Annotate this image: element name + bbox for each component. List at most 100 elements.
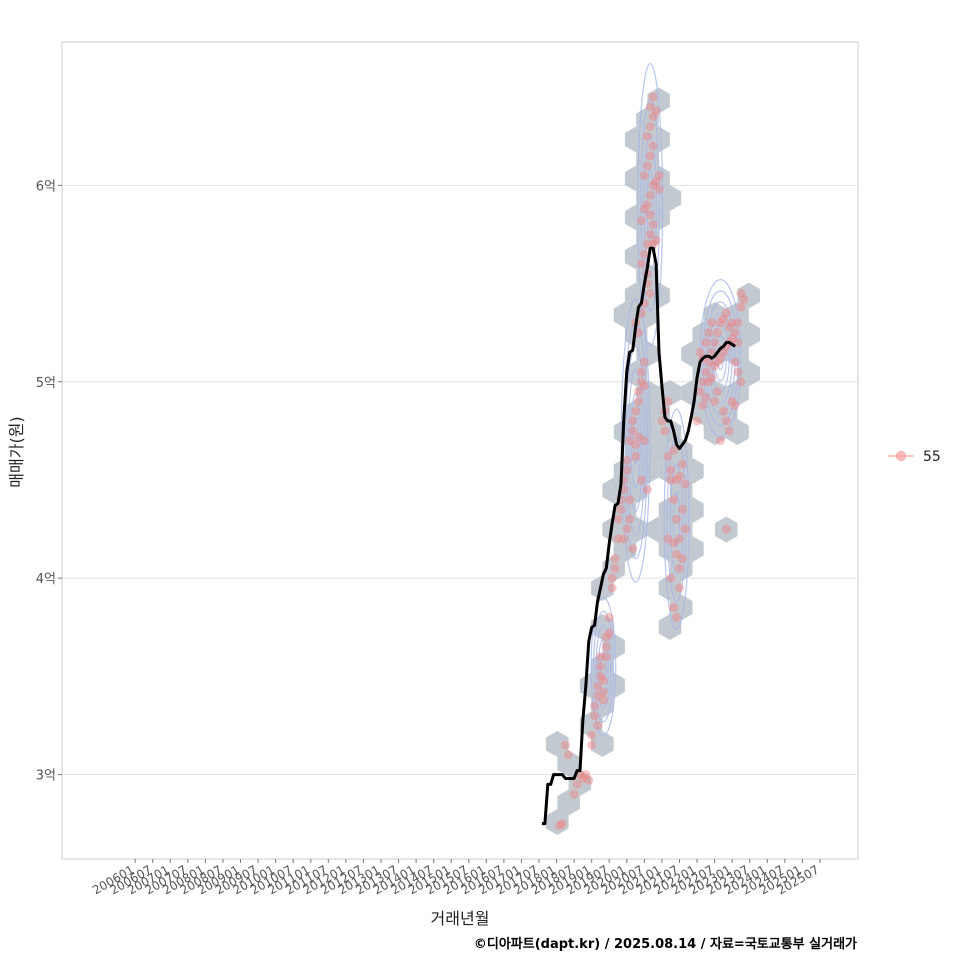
contour-ring [643,133,657,277]
hexbin-cell [703,380,727,406]
data-point [674,534,684,544]
legend-label: 55 [923,449,941,465]
data-point [639,436,649,446]
data-point [584,775,594,785]
contour-ring [646,169,654,241]
data-point [654,171,664,181]
data-point [642,161,652,171]
data-point [560,740,570,750]
hexbin-cell [726,419,749,445]
data-point [663,451,673,461]
data-point [680,479,690,489]
data-point [715,318,725,328]
contour-ring [714,335,727,382]
hexbin-cell [692,399,715,426]
hexbin-cell [737,321,760,348]
data-point [645,190,655,200]
hexbin-cell [681,497,704,523]
data-point [674,563,684,573]
data-point [555,821,564,831]
hexbin-cell [557,750,580,777]
data-point [590,701,600,711]
hexbin-cell [681,380,704,406]
y-tick-label: 4억 [36,572,56,587]
hexbin-cell [681,536,704,562]
caption: ©디아파트(dapt.kr) / 2025.08.14 / 자료=국토교통부 실… [474,936,857,952]
data-point [648,141,658,151]
hexbin-cell [726,380,749,406]
data-point [721,416,731,426]
data-point [727,334,737,344]
data-point [663,396,673,406]
data-point [707,318,717,328]
hexbin-cell [658,614,682,640]
data-point [721,308,731,318]
data-point [677,504,687,514]
hexbin-cell [557,789,580,816]
data-point [713,387,723,397]
data-point [616,504,626,514]
data-point [639,204,649,214]
data-point [607,583,617,593]
data-point [724,322,734,332]
data-point [642,239,652,249]
data-point [598,675,608,685]
hexbin-cell [636,107,659,133]
data-point [677,459,687,469]
data-point [610,563,620,573]
data-point [672,475,682,485]
data-point [569,789,579,799]
contour-ring [708,312,733,404]
data-point [663,534,673,544]
data-point [648,92,658,102]
data-point [563,750,573,760]
data-point [636,259,646,269]
data-point [730,400,740,410]
data-point [581,770,591,780]
data-point [695,387,705,397]
data-point [704,328,714,338]
data-point [636,367,646,377]
contour-ring [597,638,609,695]
contour-ring [632,416,639,465]
hexbin-cell [669,516,693,543]
data-point [733,318,743,328]
data-point [590,711,600,721]
data-point [631,451,641,461]
hexbin-cell [579,711,603,738]
data-point [639,171,649,181]
data-point [718,314,728,324]
data-point [710,396,720,406]
data-point [701,337,711,347]
data-point [604,612,614,622]
data-point [622,524,632,534]
data-point [642,485,652,495]
data-point [639,357,649,367]
data-point [607,573,617,583]
data-point [557,819,567,829]
contour-ring [669,463,684,575]
hexbin-cell [624,204,648,231]
data-point [733,337,743,347]
legend-marker [896,451,906,461]
data-point [628,544,638,554]
data-point [628,426,638,436]
data-point [595,662,605,672]
data-point [654,184,664,194]
data-point [625,436,635,446]
contour-ring [637,63,664,348]
data-point [645,229,655,239]
data-point [645,121,655,131]
data-point [631,440,641,450]
data-point [642,200,652,210]
data-point [707,347,717,357]
data-point [593,681,603,691]
data-point [601,652,611,662]
data-point [645,102,655,112]
hexbin-cell [681,341,704,367]
hexbin-cell [647,438,670,465]
data-point [634,387,644,397]
data-point [625,495,635,505]
data-point [733,367,743,377]
